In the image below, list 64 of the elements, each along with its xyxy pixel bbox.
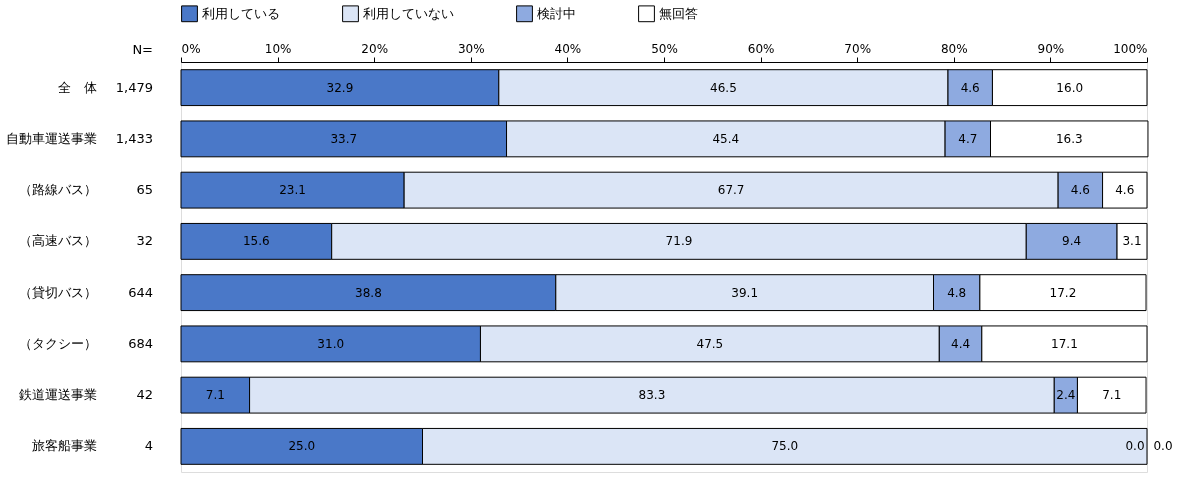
x-tick-label: 50% [651, 41, 678, 56]
text: N= [132, 42, 153, 57]
legend-label: 利用している [202, 5, 280, 21]
legend-label: 無回答 [659, 5, 698, 21]
text: 42 [136, 387, 153, 403]
x-tick-label: 20% [361, 41, 389, 56]
x-tick-label: 10% [264, 41, 292, 56]
x-tick-label: 0% [181, 41, 201, 56]
data-label: 0.0 [1153, 439, 1173, 454]
text: 644 [128, 284, 153, 300]
data-label: 38.8 [355, 285, 382, 300]
x-tick-label: 70% [844, 41, 872, 56]
y-tick-label: 鉄道運送事業 [18, 387, 97, 403]
text: 1,479 [115, 79, 153, 95]
x-tick-label: 40% [554, 41, 582, 56]
data-label: 4.4 [951, 336, 971, 351]
data-label: 4.6 [1070, 183, 1090, 198]
y-tick-label: 旅客船事業 [31, 438, 97, 454]
legend-label: 利用していない [363, 5, 454, 21]
text: 4 [144, 438, 153, 454]
data-label: 31.0 [317, 336, 345, 351]
y-tick-label: 自動車運送事業 [5, 130, 97, 146]
data-label: 67.7 [717, 183, 745, 198]
data-label: 0.0 [1125, 439, 1145, 454]
data-label: 16.3 [1055, 131, 1083, 146]
data-label: 15.6 [242, 234, 270, 249]
text: 1,433 [115, 130, 153, 146]
data-label: 46.5 [710, 80, 737, 95]
data-label: 7.1 [1102, 388, 1122, 403]
x-tick-label: 30% [457, 41, 485, 56]
y-tick-label: （路線バス） [18, 182, 97, 198]
legend-label: 検討中 [537, 5, 576, 21]
x-tick-label: 80% [940, 41, 968, 56]
y-tick-label: （貸切バス） [18, 284, 97, 300]
text: 65 [136, 182, 153, 198]
data-label: 39.1 [731, 285, 759, 300]
x-tick-label: 100% [1113, 41, 1148, 56]
data-label: 45.4 [712, 131, 740, 146]
data-label: 71.9 [665, 234, 693, 249]
data-label: 4.8 [947, 285, 967, 300]
data-label: 7.1 [205, 388, 225, 403]
data-label: 23.1 [279, 183, 306, 198]
data-label: 32.9 [326, 80, 354, 95]
data-label: 47.5 [696, 336, 724, 351]
data-label: 16.0 [1056, 80, 1084, 95]
x-tick-label: 90% [1037, 41, 1065, 56]
data-label: 25.0 [288, 439, 316, 454]
data-label: 3.1 [1122, 234, 1142, 249]
text: 684 [128, 335, 153, 351]
data-label: 4.6 [960, 80, 980, 95]
data-label: 4.6 [1115, 183, 1135, 198]
y-tick-label: 全 体 [57, 79, 97, 95]
x-tick-label: 60% [747, 41, 775, 56]
y-tick-label: （タクシー） [18, 335, 97, 351]
y-tick-label: （高速バス） [18, 233, 97, 249]
data-label: 2.4 [1056, 388, 1076, 403]
data-label: 75.0 [771, 439, 799, 454]
text: 32 [136, 233, 153, 249]
data-label: 17.2 [1049, 285, 1077, 300]
data-label: 17.1 [1051, 336, 1078, 351]
data-label: 9.4 [1062, 234, 1082, 249]
data-label: 33.7 [330, 131, 358, 146]
data-label: 4.7 [958, 131, 978, 146]
data-label: 83.3 [638, 388, 666, 403]
